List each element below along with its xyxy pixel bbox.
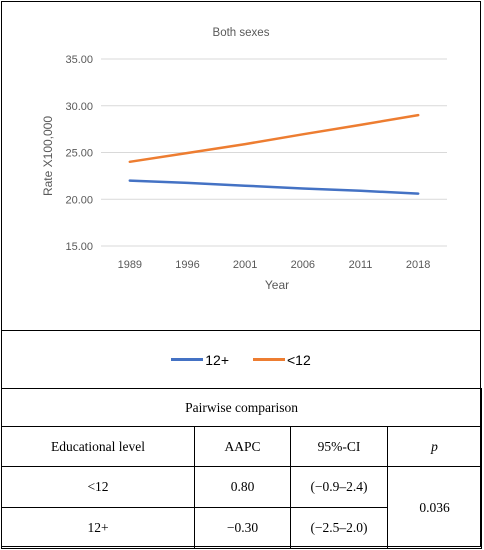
p-value-cell: 0.036 (386, 466, 483, 549)
x-axis-label: Year (265, 278, 289, 292)
series-line-0 (128, 179, 420, 195)
chart-title: Both sexes (213, 27, 270, 39)
table-header-row: Educational level AAPC 95%-CI p (1, 426, 483, 467)
y-tick-label: 35.00 (65, 54, 93, 66)
y-tick-label: 25.00 (65, 148, 93, 160)
row-level: 12+ (1, 507, 195, 549)
y-axis-label: Rate X100,000 (41, 116, 55, 196)
x-tick-label: 2011 (349, 259, 373, 271)
grid-lines (101, 58, 447, 247)
header-educational-level: Educational level (1, 426, 195, 467)
row-ci: (−2.5–2.0) (290, 507, 388, 549)
series-line-1 (128, 113, 420, 164)
legend-label-12plus: 12+ (205, 351, 229, 368)
header-ci: 95%-CI (290, 426, 388, 467)
x-tick-label: 2018 (406, 259, 430, 271)
header-p: p (386, 426, 483, 467)
x-tick-label: 1989 (118, 259, 142, 271)
pairwise-comparison-table: Pairwise comparison Educational level AA… (0, 388, 483, 549)
row-ci: (−0.9–2.4) (290, 466, 388, 508)
y-tick-label: 20.00 (65, 194, 93, 206)
y-tick-labels: 15.00 20.00 25.00 30.00 35.00 (65, 54, 93, 253)
x-tick-labels: 1989 1996 2001 2006 2011 2018 (118, 259, 431, 271)
series-lines (128, 113, 420, 195)
legend-swatch-under12 (253, 358, 285, 361)
x-tick-label: 2001 (233, 259, 257, 271)
x-tick-label: 1996 (175, 259, 199, 271)
legend-item-under12: <12 (253, 352, 311, 368)
x-tick-label: 2006 (291, 259, 315, 271)
legend-label-under12: <12 (287, 351, 311, 368)
y-tick-label: 15.00 (65, 241, 93, 253)
line-chart: Both sexes 15.00 20.00 25.00 30.00 35.00 198… (1, 1, 481, 331)
header-aapc: AAPC (194, 426, 291, 467)
row-level: <12 (1, 466, 195, 508)
legend-swatch-12plus (171, 358, 204, 361)
chart-svg: Both sexes 15.00 20.00 25.00 30.00 35.00 198… (41, 27, 447, 292)
row-aapc: 0.80 (194, 466, 291, 508)
table-caption: Pairwise comparison (0, 388, 483, 427)
y-tick-label: 30.00 (65, 101, 93, 113)
row-aapc: −0.30 (194, 507, 291, 549)
chart-legend: 12+ <12 (1, 330, 481, 388)
table-row: 12+ −0.30 (−2.5–2.0) (1, 507, 482, 549)
table-row: <12 0.80 (−0.9–2.4) 0.036 (1, 466, 483, 549)
legend-item-12plus: 12+ (171, 352, 229, 368)
